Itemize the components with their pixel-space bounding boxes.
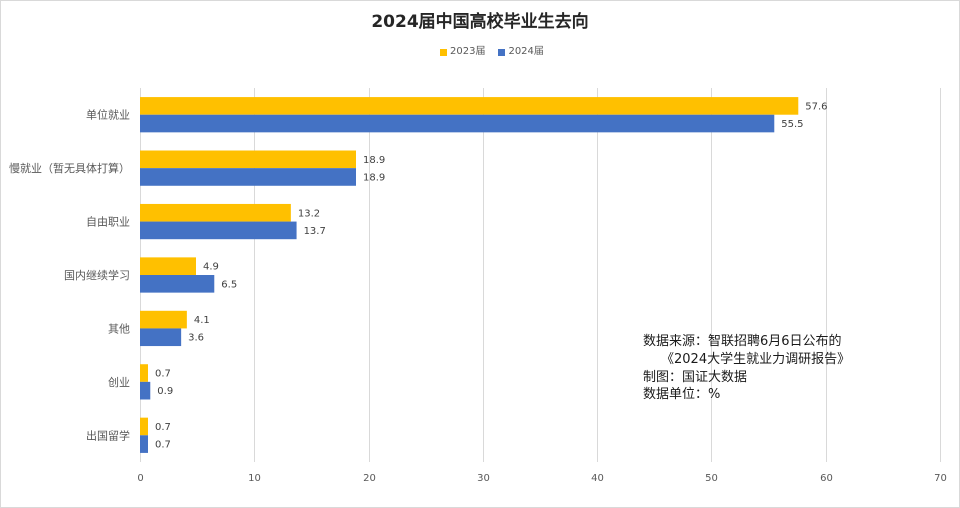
x-tick-label-70: 70 xyxy=(934,473,947,484)
bar-series-0-category-0 xyxy=(140,97,799,115)
data-label-series-0-category-6: 0.7 xyxy=(155,422,171,433)
gridlines xyxy=(140,88,941,462)
data-label-series-1-category-3: 6.5 xyxy=(221,279,237,290)
bar-series-0-category-6 xyxy=(140,417,148,436)
bar-series-1-category-4 xyxy=(140,328,182,347)
data-label-series-0-category-2: 13.2 xyxy=(298,208,320,219)
data-label-series-1-category-1: 18.9 xyxy=(363,172,385,183)
category-label-2: 自由职业 xyxy=(86,215,130,229)
chart-maker-line: 制图：国证大数据 xyxy=(643,369,748,385)
legend-label-2023: 2023届 xyxy=(450,46,486,57)
data-labels: 57.655.5 18.9 18.9 13.2 13.7 4.96.5 4.1 3.6 0.7 0… xyxy=(155,101,828,450)
category-label-0: 单位就业 xyxy=(86,108,130,122)
bar-series-0-category-3 xyxy=(140,257,196,275)
bar-series-1-category-0 xyxy=(140,114,775,133)
x-tick-label-60: 60 xyxy=(820,473,833,484)
x-tick-label-30: 30 xyxy=(477,473,490,484)
bar-series-1-category-5 xyxy=(140,381,151,400)
legend-label-2024: 2024届 xyxy=(508,46,544,57)
category-label-5: 创业 xyxy=(108,376,130,389)
chart-title: 2024届中国高校毕业生去向 xyxy=(371,12,589,32)
category-label-3: 国内继续学习 xyxy=(64,268,130,282)
legend-swatch-2023 xyxy=(440,48,447,56)
bar-series-0-category-2 xyxy=(140,203,291,222)
x-tick-label-40: 40 xyxy=(591,473,604,484)
category-label-6: 出国留学 xyxy=(86,428,130,442)
data-label-series-0-category-4: 4.1 xyxy=(194,315,210,326)
data-unit-line: 数据单位：% xyxy=(643,387,721,403)
x-tick-label-50: 50 xyxy=(705,473,718,484)
bar-series-0-category-5 xyxy=(140,364,148,382)
source-note: 数据来源：智联招聘6月6日公布的 《2024大学生就业力调研报告》 制图：国证大… xyxy=(643,333,850,404)
x-tick-label-0: 0 xyxy=(137,473,143,484)
data-label-series-1-category-0: 55.5 xyxy=(781,119,803,130)
bars xyxy=(140,97,799,453)
data-label-series-0-category-1: 18.9 xyxy=(363,155,385,166)
bar-series-1-category-2 xyxy=(140,221,297,240)
bar-series-0-category-1 xyxy=(140,150,356,169)
data-label-series-1-category-2: 13.7 xyxy=(304,226,326,237)
data-label-series-1-category-5: 0.9 xyxy=(157,386,173,397)
chart-legend: 2023届 2024届 xyxy=(440,46,557,58)
legend-item-2024: 2024届 xyxy=(498,46,544,58)
bar-series-0-category-4 xyxy=(140,310,187,329)
bar-series-1-category-6 xyxy=(140,435,148,453)
data-label-series-1-category-6: 0.7 xyxy=(155,440,171,451)
category-label-1: 慢就业（暂无具体打算） xyxy=(9,161,130,175)
bar-series-1-category-1 xyxy=(140,168,356,186)
x-tick-label-20: 20 xyxy=(363,473,376,484)
x-tick-label-10: 10 xyxy=(248,473,261,484)
source-note-line: 数据来源：智联招聘6月6日公布的 xyxy=(643,334,842,349)
data-label-series-0-category-3: 4.9 xyxy=(203,262,219,273)
x-axis: 0 10 20 30 40 50 60 70 xyxy=(137,473,947,484)
data-label-series-1-category-4: 3.6 xyxy=(188,333,204,344)
report-title-line: 《2024大学生就业力调研报告》 xyxy=(661,351,851,367)
legend-item-2023: 2023届 xyxy=(440,46,485,58)
data-label-series-0-category-0: 57.6 xyxy=(805,101,827,112)
data-label-series-0-category-5: 0.7 xyxy=(155,369,171,380)
bar-series-1-category-3 xyxy=(140,275,215,293)
legend-swatch-2024 xyxy=(498,48,506,56)
category-label-4: 其他 xyxy=(108,322,130,335)
